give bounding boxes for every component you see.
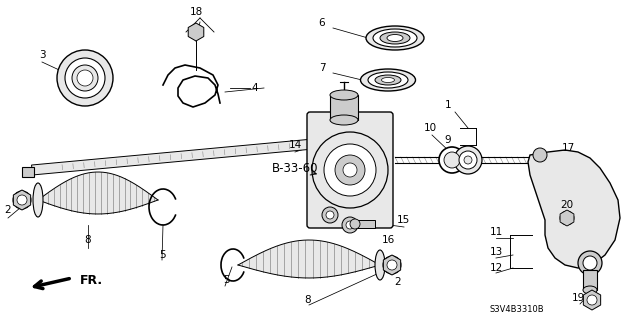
Bar <box>355 220 375 228</box>
Text: 5: 5 <box>224 275 230 285</box>
Text: 18: 18 <box>189 7 203 17</box>
Circle shape <box>346 221 354 229</box>
Text: 16: 16 <box>381 235 395 245</box>
Circle shape <box>326 211 334 219</box>
Text: 11: 11 <box>490 227 502 237</box>
Circle shape <box>584 292 600 308</box>
Circle shape <box>533 148 547 162</box>
Ellipse shape <box>360 69 415 91</box>
Circle shape <box>583 256 597 270</box>
Polygon shape <box>560 210 574 226</box>
Bar <box>583 270 597 290</box>
Polygon shape <box>528 150 620 268</box>
Polygon shape <box>188 23 204 41</box>
Circle shape <box>459 151 477 169</box>
Circle shape <box>343 163 357 177</box>
Ellipse shape <box>368 72 408 88</box>
Circle shape <box>312 132 388 208</box>
Circle shape <box>444 152 460 168</box>
Text: 6: 6 <box>319 18 325 28</box>
Ellipse shape <box>330 90 358 100</box>
Ellipse shape <box>330 115 358 125</box>
Circle shape <box>72 65 98 91</box>
Circle shape <box>439 147 465 173</box>
Ellipse shape <box>381 78 394 83</box>
Circle shape <box>560 211 574 225</box>
Ellipse shape <box>366 26 424 50</box>
Polygon shape <box>31 137 335 175</box>
Text: 13: 13 <box>490 247 502 257</box>
Circle shape <box>17 195 27 205</box>
Text: 19: 19 <box>572 293 584 303</box>
Circle shape <box>578 251 602 275</box>
Text: S3V4B3310B: S3V4B3310B <box>490 306 545 315</box>
Text: 2: 2 <box>395 277 401 287</box>
Circle shape <box>454 146 482 174</box>
Ellipse shape <box>387 34 403 41</box>
Text: 10: 10 <box>424 123 436 133</box>
Text: 7: 7 <box>319 63 325 73</box>
Circle shape <box>13 191 31 209</box>
Text: 4: 4 <box>252 83 259 93</box>
Polygon shape <box>13 190 31 210</box>
Text: 3: 3 <box>38 50 45 60</box>
Text: 5: 5 <box>159 250 165 260</box>
Text: 1: 1 <box>445 100 451 110</box>
Polygon shape <box>383 255 401 275</box>
Circle shape <box>324 144 376 196</box>
Circle shape <box>65 58 105 98</box>
Text: 12: 12 <box>490 263 502 273</box>
Circle shape <box>383 256 401 274</box>
Ellipse shape <box>380 32 410 44</box>
Bar <box>330 95 358 120</box>
Text: B-33-60: B-33-60 <box>272 161 318 174</box>
Circle shape <box>342 217 358 233</box>
Circle shape <box>57 50 113 106</box>
Bar <box>22 167 34 177</box>
Text: 17: 17 <box>561 143 575 153</box>
Text: 8: 8 <box>305 295 311 305</box>
Text: 20: 20 <box>561 200 573 210</box>
Circle shape <box>77 70 93 86</box>
Ellipse shape <box>33 183 43 217</box>
Text: 2: 2 <box>4 205 12 215</box>
Circle shape <box>335 155 365 185</box>
FancyBboxPatch shape <box>307 112 393 228</box>
Ellipse shape <box>375 250 385 280</box>
Polygon shape <box>583 290 601 310</box>
Ellipse shape <box>375 75 401 85</box>
Text: 9: 9 <box>445 135 451 145</box>
Ellipse shape <box>583 286 597 294</box>
Circle shape <box>587 295 597 305</box>
Circle shape <box>464 156 472 164</box>
Circle shape <box>322 207 338 223</box>
Circle shape <box>387 260 397 270</box>
Text: FR.: FR. <box>80 275 103 287</box>
Text: 14: 14 <box>289 140 301 150</box>
Text: 15: 15 <box>396 215 410 225</box>
Circle shape <box>350 219 360 229</box>
Text: 8: 8 <box>84 235 92 245</box>
Circle shape <box>189 25 203 39</box>
Ellipse shape <box>373 29 417 47</box>
